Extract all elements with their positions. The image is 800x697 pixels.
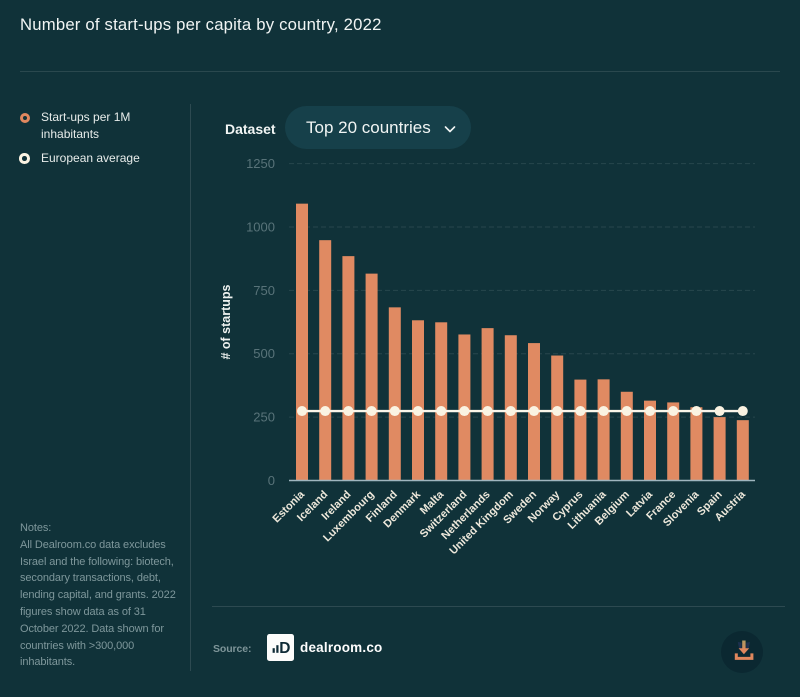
svg-text:0: 0 (268, 473, 275, 488)
svg-text:500: 500 (253, 346, 275, 361)
svg-text:# of startups: # of startups (219, 284, 233, 359)
svg-text:D: D (279, 640, 290, 657)
svg-text:250: 250 (253, 410, 275, 425)
svg-text:750: 750 (253, 283, 275, 298)
svg-text:1250: 1250 (246, 156, 275, 171)
svg-text:1000: 1000 (246, 219, 275, 234)
